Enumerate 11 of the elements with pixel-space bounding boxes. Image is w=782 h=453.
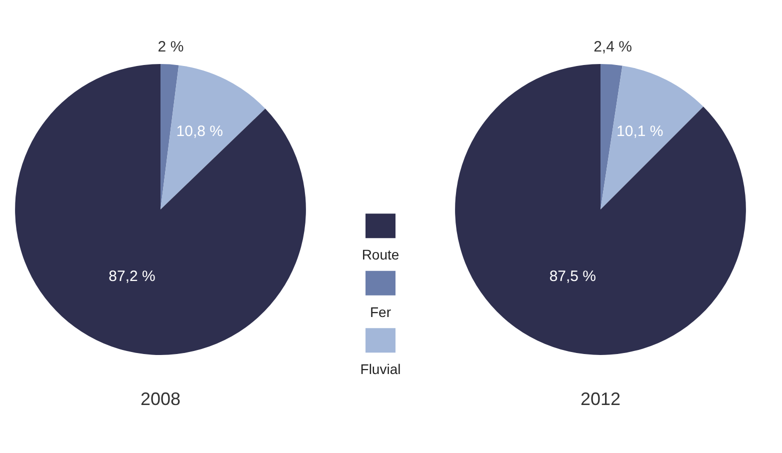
legend-label: Fer (370, 304, 392, 320)
slice-label: 2012 (580, 389, 621, 410)
data-label: 87,2 % (108, 268, 156, 285)
legend-label: Route (362, 246, 400, 263)
data-label: 2,4 % (594, 38, 632, 56)
legend-label: Fluvial (360, 361, 401, 378)
data-label: 10,8 % (176, 122, 223, 140)
slice-label: 2008 (140, 389, 181, 410)
data-label: 10,1 % (616, 123, 664, 140)
data-label: 2 % (158, 38, 184, 56)
data-label: 87,5 % (549, 268, 596, 286)
